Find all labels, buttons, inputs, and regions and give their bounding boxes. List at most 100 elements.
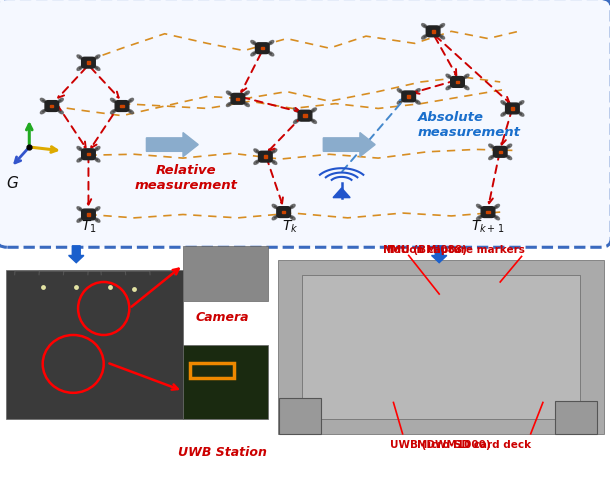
Ellipse shape: [95, 67, 100, 70]
Bar: [264, 155, 267, 158]
Text: Absolute
measurement: Absolute measurement: [418, 111, 521, 139]
FancyBboxPatch shape: [402, 91, 415, 102]
Bar: [6, 270, 183, 419]
Ellipse shape: [77, 55, 82, 59]
Ellipse shape: [272, 216, 278, 220]
Text: $T_{k+1}$: $T_{k+1}$: [472, 219, 504, 235]
Ellipse shape: [95, 55, 100, 59]
Ellipse shape: [77, 158, 82, 162]
Ellipse shape: [290, 216, 295, 220]
FancyBboxPatch shape: [506, 103, 519, 114]
Bar: [87, 153, 90, 156]
Ellipse shape: [422, 24, 427, 27]
FancyBboxPatch shape: [426, 26, 440, 37]
Ellipse shape: [40, 98, 46, 102]
Ellipse shape: [226, 91, 232, 95]
Bar: [456, 80, 459, 83]
Polygon shape: [333, 188, 350, 198]
Text: Motion capture markers: Motion capture markers: [382, 245, 525, 255]
FancyArrow shape: [68, 246, 84, 263]
FancyBboxPatch shape: [231, 94, 245, 104]
Bar: [183, 345, 268, 419]
Text: UWB (DWM1000): UWB (DWM1000): [390, 440, 491, 450]
Bar: [303, 114, 307, 117]
Ellipse shape: [501, 112, 506, 116]
Bar: [511, 107, 514, 110]
Ellipse shape: [77, 147, 82, 150]
Ellipse shape: [439, 35, 445, 39]
FancyBboxPatch shape: [82, 209, 95, 220]
Ellipse shape: [226, 103, 232, 107]
Ellipse shape: [272, 204, 278, 208]
FancyBboxPatch shape: [256, 43, 269, 54]
Bar: [50, 105, 54, 107]
Ellipse shape: [476, 216, 482, 220]
Ellipse shape: [489, 156, 494, 160]
FancyBboxPatch shape: [298, 110, 312, 121]
Ellipse shape: [422, 35, 427, 39]
Ellipse shape: [518, 112, 524, 116]
FancyArrow shape: [323, 133, 375, 157]
Ellipse shape: [251, 52, 256, 56]
Text: $T_k$: $T_k$: [282, 219, 298, 235]
FancyBboxPatch shape: [82, 149, 95, 160]
Ellipse shape: [110, 110, 116, 114]
Bar: [87, 213, 90, 216]
Bar: [279, 398, 321, 434]
Bar: [236, 97, 240, 100]
Ellipse shape: [251, 40, 256, 44]
Ellipse shape: [58, 98, 63, 102]
Ellipse shape: [77, 67, 82, 70]
FancyBboxPatch shape: [45, 101, 59, 111]
Bar: [183, 246, 268, 301]
FancyBboxPatch shape: [493, 147, 507, 157]
Ellipse shape: [415, 100, 420, 104]
Ellipse shape: [415, 89, 420, 93]
Ellipse shape: [293, 108, 299, 112]
Ellipse shape: [311, 120, 317, 123]
FancyBboxPatch shape: [451, 77, 464, 87]
Ellipse shape: [95, 207, 100, 211]
Ellipse shape: [244, 103, 249, 107]
Ellipse shape: [254, 149, 259, 153]
FancyArrow shape: [146, 133, 198, 157]
Ellipse shape: [128, 110, 134, 114]
Bar: [486, 211, 490, 214]
Bar: [278, 260, 604, 434]
Ellipse shape: [290, 204, 295, 208]
Bar: [302, 275, 580, 419]
Ellipse shape: [268, 40, 274, 44]
Bar: [431, 30, 435, 33]
Ellipse shape: [58, 110, 63, 114]
Ellipse shape: [489, 144, 494, 148]
Ellipse shape: [464, 86, 469, 90]
FancyBboxPatch shape: [259, 151, 272, 162]
Ellipse shape: [397, 100, 403, 104]
Ellipse shape: [110, 98, 116, 102]
Ellipse shape: [518, 101, 524, 105]
Ellipse shape: [77, 218, 82, 222]
Bar: [498, 150, 502, 153]
Ellipse shape: [506, 156, 512, 160]
Ellipse shape: [271, 149, 277, 153]
Ellipse shape: [439, 24, 445, 27]
Ellipse shape: [95, 147, 100, 150]
Ellipse shape: [494, 204, 500, 208]
Text: $\mathit{G}$: $\mathit{G}$: [5, 175, 19, 191]
Text: $T_1$: $T_1$: [81, 219, 96, 235]
Ellipse shape: [501, 101, 506, 105]
Ellipse shape: [128, 98, 134, 102]
Ellipse shape: [506, 144, 512, 148]
FancyArrow shape: [432, 246, 447, 263]
Ellipse shape: [254, 161, 259, 164]
Bar: [190, 363, 234, 378]
Text: IMU (BMI088): IMU (BMI088): [387, 245, 467, 255]
Ellipse shape: [244, 91, 249, 95]
Ellipse shape: [40, 110, 46, 114]
Bar: [407, 95, 411, 98]
Ellipse shape: [446, 74, 451, 78]
FancyBboxPatch shape: [115, 101, 129, 111]
Ellipse shape: [311, 108, 317, 112]
FancyBboxPatch shape: [481, 207, 495, 217]
Ellipse shape: [293, 120, 299, 123]
